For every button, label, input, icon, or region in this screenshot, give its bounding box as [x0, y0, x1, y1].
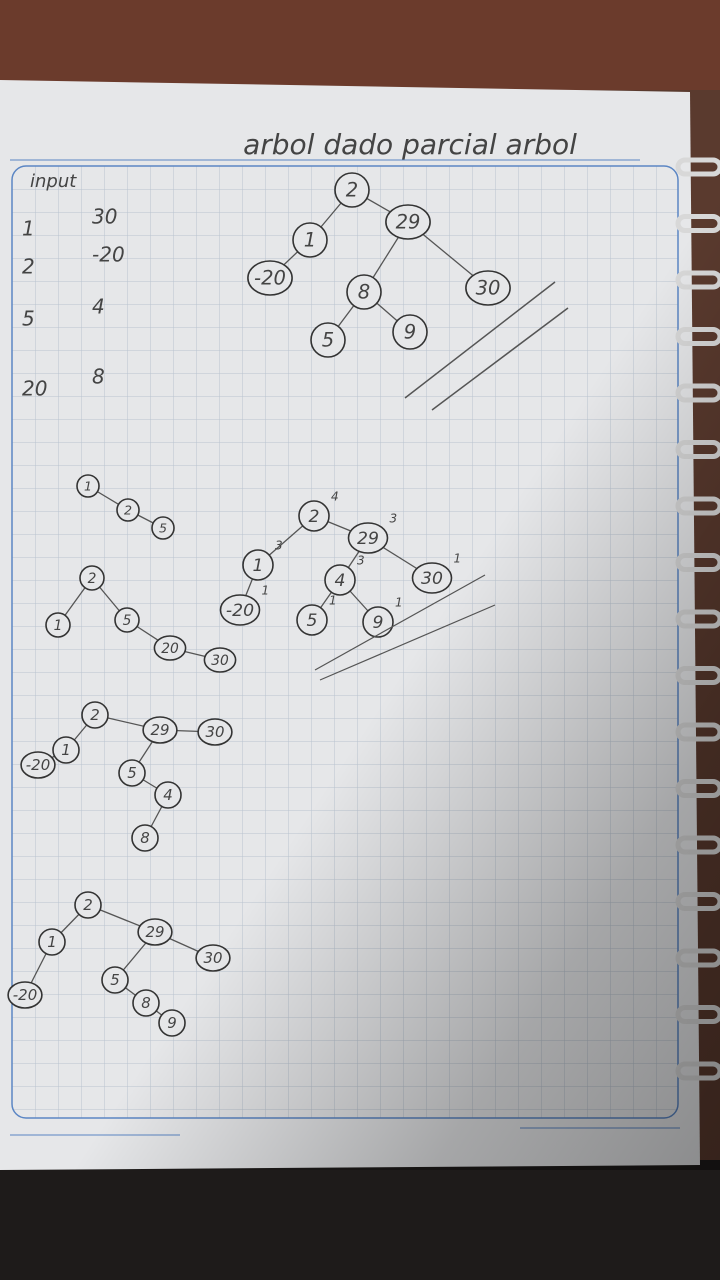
- table-top: [0, 0, 720, 90]
- table-bottom: [0, 1160, 720, 1280]
- shadow: [0, 80, 720, 1170]
